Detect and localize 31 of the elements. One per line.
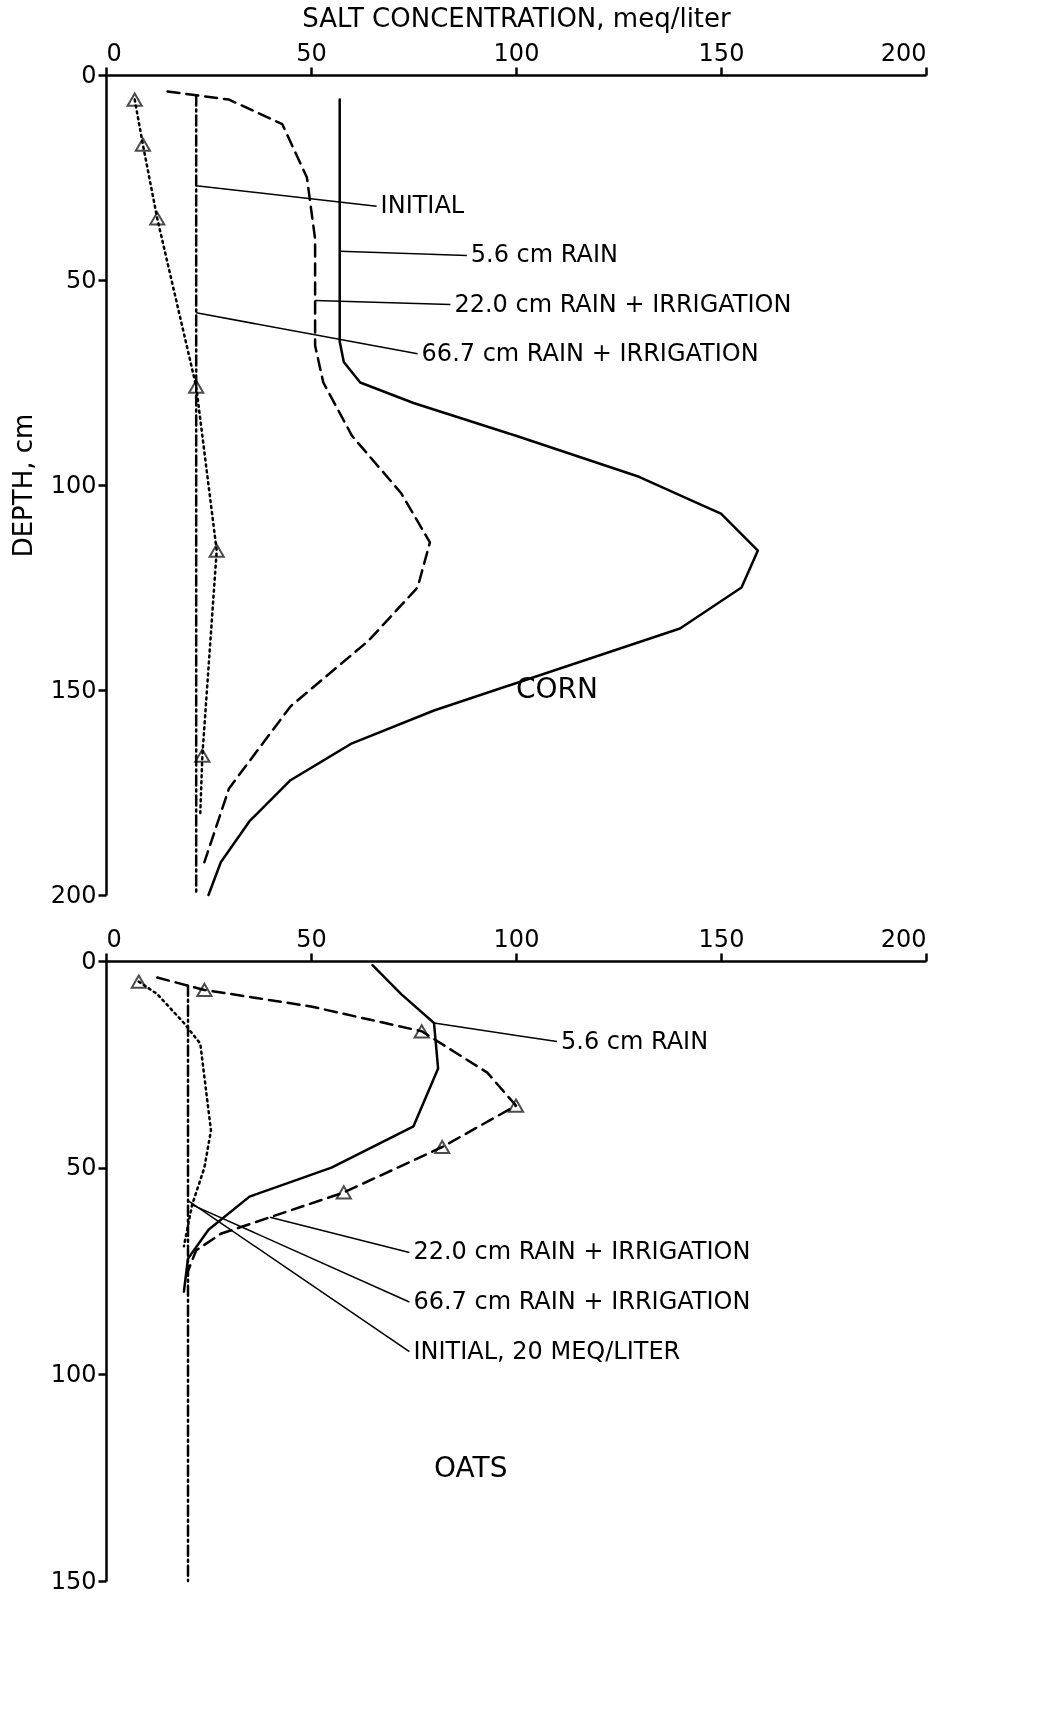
y-axis-title: DEPTH, cm bbox=[7, 413, 38, 558]
annotation: 5.6 cm RAIN bbox=[470, 240, 618, 269]
x-tick-label: 200 bbox=[880, 38, 927, 67]
x-axis-title: SALT CONCENTRATION, meq/liter bbox=[302, 2, 732, 33]
y-tick-label: 0 bbox=[81, 946, 97, 975]
x-tick-label: 150 bbox=[698, 924, 745, 953]
annotation: INITIAL, 20 MEQ/LITER bbox=[413, 1336, 681, 1365]
annotation: 66.7 cm RAIN + IRRIGATION bbox=[413, 1287, 751, 1315]
y-tick-label: 100 bbox=[50, 1359, 97, 1388]
x-tick-label: 0 bbox=[106, 38, 122, 67]
y-tick-label: 150 bbox=[50, 1566, 97, 1595]
annotation: 22.0 cm RAIN + IRRIGATION bbox=[454, 289, 792, 318]
y-tick-label: 50 bbox=[65, 265, 97, 294]
y-tick-label: 50 bbox=[65, 1153, 97, 1182]
x-tick-label: 200 bbox=[880, 924, 927, 953]
annotation: 66.7 cm RAIN + IRRIGATION bbox=[421, 338, 759, 367]
annotation: 5.6 cm RAIN bbox=[561, 1026, 709, 1055]
x-tick-label: 0 bbox=[106, 924, 122, 953]
annotation: INITIAL bbox=[380, 191, 465, 220]
x-tick-label: 100 bbox=[493, 924, 540, 953]
y-tick-label: 0 bbox=[81, 60, 97, 89]
y-tick-label: 200 bbox=[50, 880, 97, 909]
annotation: OATS bbox=[434, 1451, 508, 1485]
x-tick-label: 150 bbox=[698, 38, 745, 67]
y-tick-label: 150 bbox=[50, 675, 97, 704]
annotation: CORN bbox=[516, 672, 598, 705]
x-tick-label: 50 bbox=[296, 924, 327, 953]
x-tick-label: 100 bbox=[493, 38, 540, 67]
x-tick-label: 50 bbox=[296, 38, 327, 67]
y-tick-label: 100 bbox=[50, 470, 97, 499]
annotation: 22.0 cm RAIN + IRRIGATION bbox=[413, 1237, 751, 1266]
